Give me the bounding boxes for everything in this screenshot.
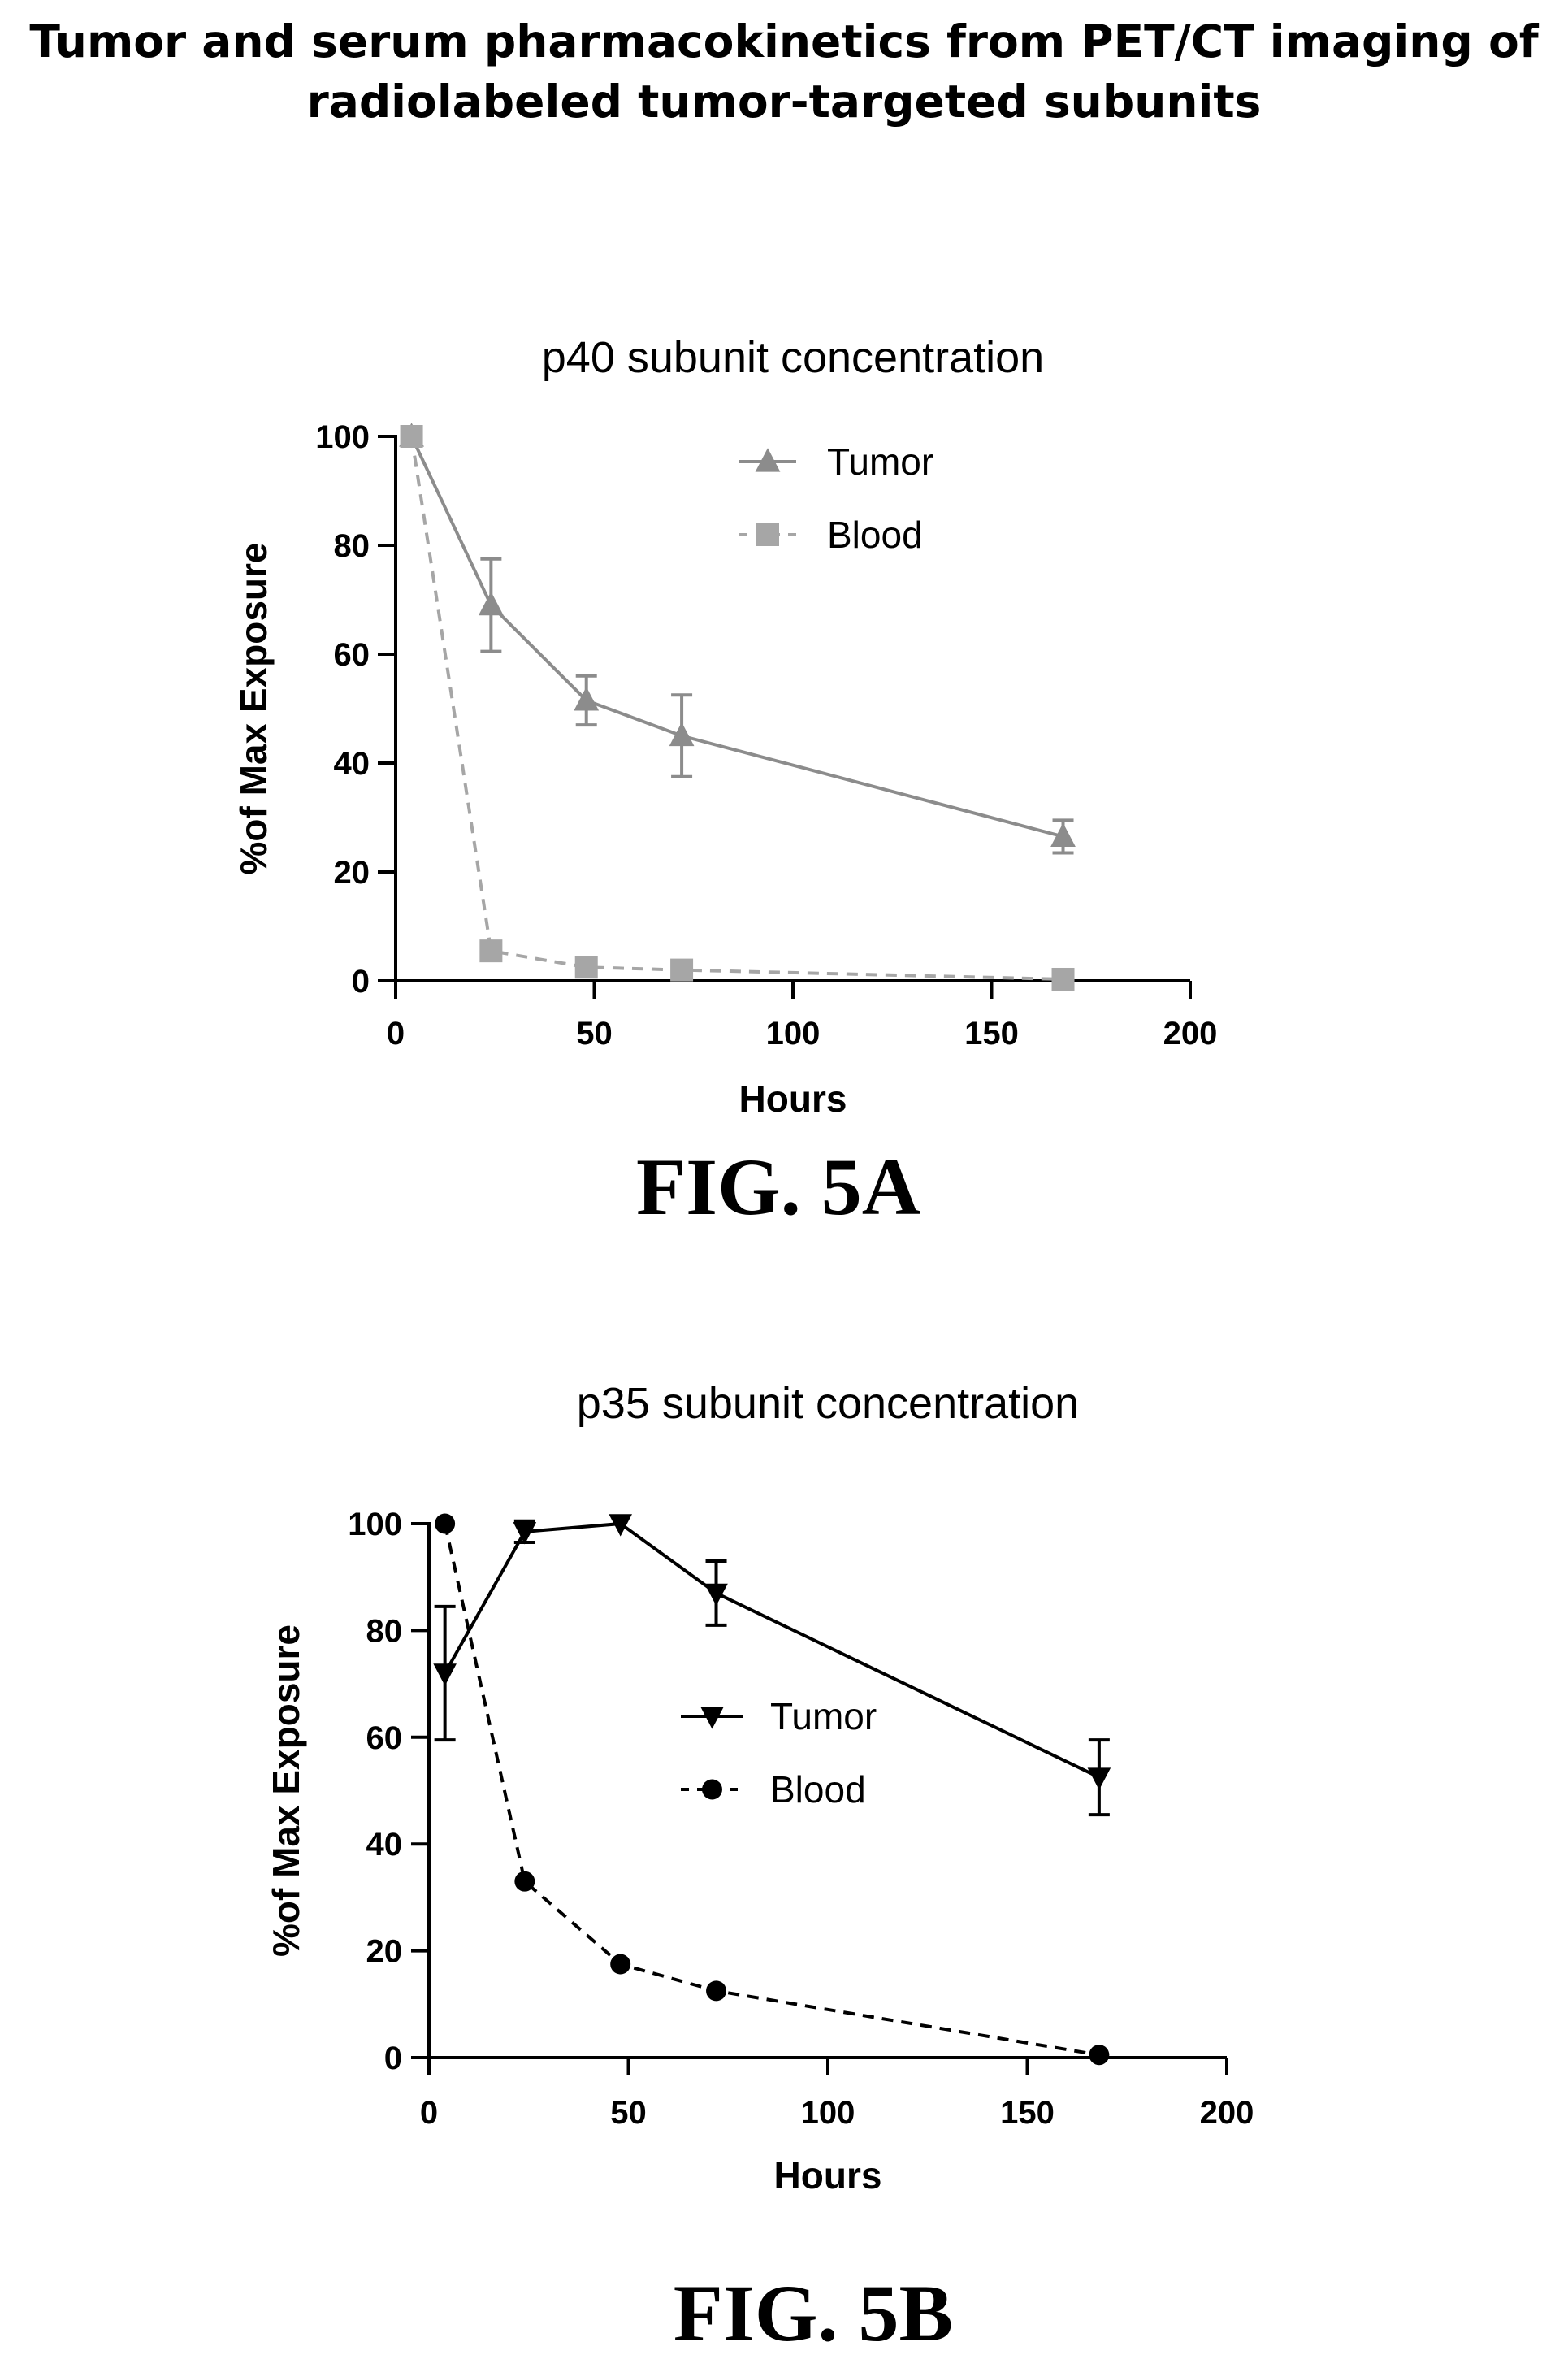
y-tick-label: 60 xyxy=(334,637,370,673)
y-tick-label: 80 xyxy=(334,528,370,564)
y-axis-label: %of Max Exposure xyxy=(265,1624,307,1957)
x-tick-label: 200 xyxy=(1200,2095,1254,2131)
x-tick-label: 150 xyxy=(1000,2095,1055,2131)
tumor-series-line xyxy=(443,1521,1100,1779)
page-title-line-2: radiolabeled tumor-targeted subunits xyxy=(306,76,1262,128)
y-tick-label: 20 xyxy=(366,1934,403,1970)
blood-data-point xyxy=(479,939,503,963)
blood-data-point xyxy=(514,1871,535,1892)
chart-title: p40 subunit concentration xyxy=(542,333,1044,382)
y-tick-label: 0 xyxy=(352,964,370,1000)
blood-data-point xyxy=(574,956,598,979)
tumor-data-point xyxy=(478,591,504,616)
y-tick-label: 60 xyxy=(366,1720,403,1756)
blood-data-point xyxy=(1051,967,1075,991)
tumor-data-point xyxy=(513,1522,537,1545)
figure-caption: FIG. 5B xyxy=(674,2268,953,2355)
tumor-data-point xyxy=(574,687,600,711)
tumor-data-point xyxy=(1050,822,1076,848)
y-tick-label: 20 xyxy=(334,855,370,891)
y-axis-label: %of Max Exposure xyxy=(232,543,275,875)
chart-p35: p35 subunit concentration 0 50 100 150 200 0 20… xyxy=(265,1379,1254,2355)
tumor-series-line xyxy=(409,436,1064,839)
y-tick-label: 40 xyxy=(366,1827,403,1863)
legend-tumor-label: Tumor xyxy=(827,440,933,483)
page-title: Tumor and serum pharmacokinetics from PE… xyxy=(0,11,1568,132)
legend-tumor-marker xyxy=(700,1707,724,1729)
x-axis-label: Hours xyxy=(739,1078,847,1120)
legend-tumor-marker xyxy=(755,448,781,472)
x-tick-label: 50 xyxy=(576,1016,613,1052)
y-tick-label: 80 xyxy=(366,1613,403,1649)
legend-blood-label: Blood xyxy=(827,514,923,556)
y-tick-label: 0 xyxy=(384,2041,402,2076)
blood-data-point xyxy=(1089,2045,1110,2066)
x-tick-label: 0 xyxy=(387,1016,405,1052)
y-tick-label: 40 xyxy=(334,746,370,782)
legend-blood-marker xyxy=(756,523,779,546)
legend-blood-label: Blood xyxy=(770,1768,866,1811)
tumor-data-point xyxy=(704,1583,728,1607)
x-tick-label: 200 xyxy=(1163,1016,1218,1052)
tumor-data-point xyxy=(433,1663,457,1686)
figure-caption: FIG. 5A xyxy=(636,1142,920,1232)
chart-title: p35 subunit concentration xyxy=(577,1379,1079,1428)
x-tick-label: 150 xyxy=(964,1016,1019,1052)
blood-data-point xyxy=(706,1980,727,2002)
x-tick-label: 50 xyxy=(610,2095,647,2131)
blood-data-point xyxy=(670,958,694,982)
tumor-data-point xyxy=(1087,1767,1111,1790)
blood-series-line xyxy=(409,436,1063,981)
legend-tumor-label: Tumor xyxy=(770,1695,877,1737)
blood-data-point xyxy=(435,1513,456,1534)
chart-p40: p40 subunit concentration 0 50 100 150 200 0 20… xyxy=(232,333,1218,1232)
x-axis-label: Hours xyxy=(774,2154,882,2197)
legend-blood-marker xyxy=(702,1779,722,1800)
page-title-line-1: Tumor and serum pharmacokinetics from PE… xyxy=(29,15,1539,67)
x-tick-label: 100 xyxy=(766,1016,821,1052)
blood-data-point xyxy=(610,1954,631,1975)
blood-data-point xyxy=(400,425,423,448)
x-tick-label: 0 xyxy=(420,2095,438,2131)
y-tick-label: 100 xyxy=(348,1507,402,1542)
tumor-data-point xyxy=(609,1514,632,1537)
x-tick-label: 100 xyxy=(801,2095,855,2131)
tumor-data-point xyxy=(669,722,695,747)
y-tick-label: 100 xyxy=(315,419,370,455)
